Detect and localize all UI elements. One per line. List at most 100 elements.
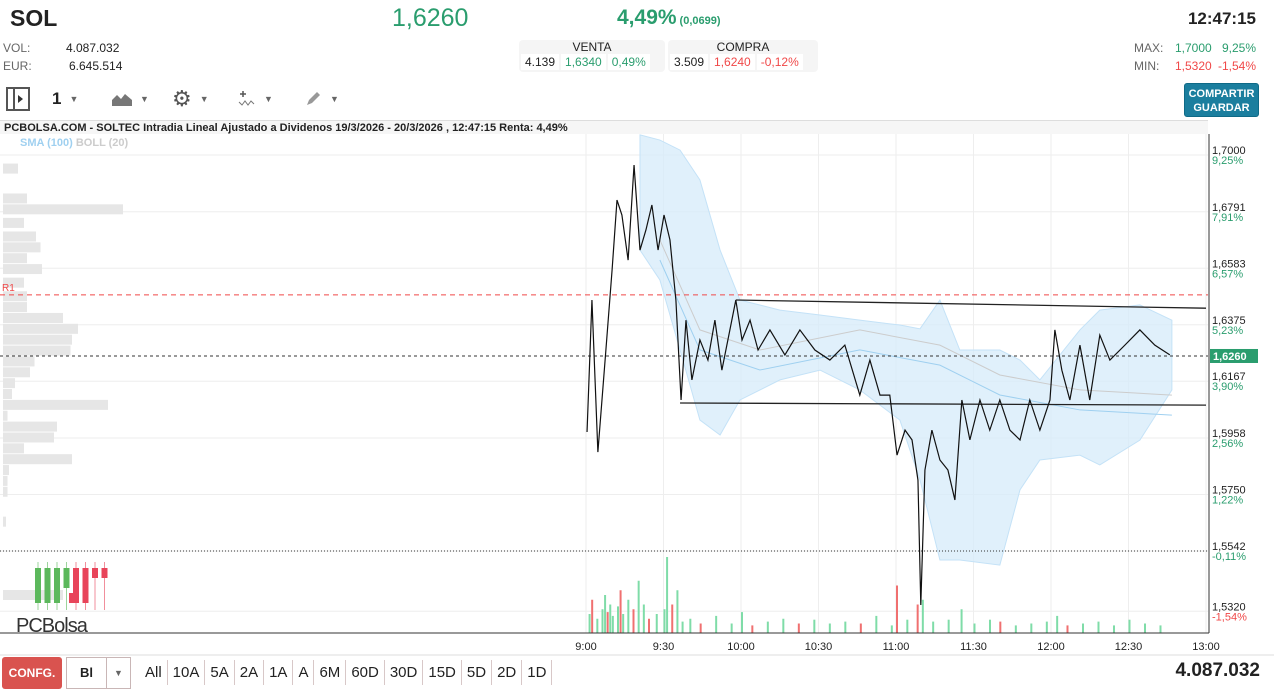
period-2d[interactable]: 2D — [492, 660, 523, 685]
boll-legend[interactable]: BOLL (20) — [75, 137, 129, 149]
period-10a[interactable]: 10A — [168, 660, 206, 685]
y-tick-label: 1,5958 — [1212, 428, 1246, 440]
period-30d[interactable]: 30D — [385, 660, 424, 685]
last-price-label: 1,6260 — [1213, 351, 1247, 363]
volume-profile-bar — [3, 242, 41, 253]
logo-candle — [82, 568, 89, 603]
period-a[interactable]: A — [293, 660, 315, 685]
volume-bar — [730, 623, 733, 633]
volume-bar — [1045, 621, 1048, 633]
volume-profile-bar — [3, 264, 42, 275]
y-tick-label: 1,7000 — [1212, 145, 1246, 157]
panel-toggle-icon — [6, 87, 30, 111]
volume-profile-bar — [3, 389, 12, 400]
y-tick-pct: 9,25% — [1212, 155, 1243, 167]
period-all[interactable]: All — [140, 660, 168, 685]
chart-style-select[interactable]: Bl ▼ — [66, 657, 131, 689]
volume-bar — [1097, 621, 1100, 633]
chart-type-dropdown[interactable]: ▼ — [112, 86, 149, 112]
volume-bar — [999, 621, 1002, 633]
logo-candle — [54, 568, 60, 603]
volume-bar — [676, 590, 679, 633]
volume-bar — [1159, 625, 1162, 633]
settings-dropdown[interactable]: ⚙ ▼ — [172, 86, 209, 112]
config-button[interactable]: CONFG. — [2, 657, 62, 689]
y-tick-pct: 7,91% — [1212, 212, 1243, 224]
volume-profile-bar — [3, 334, 72, 345]
sma-line — [659, 259, 1172, 416]
volume-bar — [859, 623, 862, 633]
x-tick-label: 11:30 — [960, 641, 987, 653]
period-1d[interactable]: 1D — [522, 660, 553, 685]
volume-bar — [689, 618, 692, 633]
chevron-down-icon[interactable]: ▼ — [106, 658, 130, 688]
chevron-down-icon: ▼ — [69, 94, 79, 104]
share-save-button[interactable]: COMPARTIR GUARDAR — [1184, 83, 1259, 117]
volume-bar — [666, 557, 669, 633]
volume-bar — [1066, 625, 1069, 633]
volume-profile-bar — [3, 421, 57, 432]
chart-style-value: Bl — [80, 665, 93, 680]
y-tick-pct: 1,22% — [1212, 495, 1243, 507]
period-1a[interactable]: 1A — [264, 660, 294, 685]
volume-bar — [632, 609, 635, 633]
gear-icon: ⚙ — [172, 86, 192, 111]
share-label: COMPARTIR — [1188, 88, 1255, 100]
interval-dropdown[interactable]: 1 ▼ — [52, 86, 78, 112]
max-pct: 9,25% — [1221, 41, 1256, 55]
eur-label: EUR: — [3, 59, 32, 73]
chevron-down-icon: ▼ — [264, 94, 273, 104]
volume-profile-bar — [3, 443, 24, 454]
logo-candle — [35, 568, 41, 603]
x-tick-label: 10:30 — [805, 641, 833, 653]
logo-candle — [63, 568, 70, 588]
period-6m[interactable]: 6M — [314, 660, 347, 685]
period-60d[interactable]: 60D — [346, 660, 385, 685]
volume-bar — [1143, 623, 1146, 633]
venta-pct: 0,49% — [607, 54, 650, 70]
sma-legend[interactable]: SMA (100) — [20, 137, 73, 149]
pencil-icon — [307, 92, 320, 105]
compra-price: 1,6240 — [710, 54, 755, 70]
trendline — [735, 299, 1207, 309]
logo-candle — [73, 568, 79, 603]
y-tick-label: 1,5542 — [1212, 541, 1246, 553]
volume-profile-bar — [3, 486, 8, 497]
volume-bar — [890, 625, 893, 633]
volume-bar — [947, 619, 950, 633]
change-percent: 4,49% (0,0699) — [617, 6, 721, 30]
period-5a[interactable]: 5A — [205, 660, 235, 685]
logo-text: PCBolsa — [16, 615, 89, 637]
x-tick-label: 11:00 — [883, 641, 910, 653]
period-15d[interactable]: 15D — [423, 660, 462, 685]
bollinger-band — [639, 134, 1173, 566]
logo-candle — [92, 568, 98, 578]
period-selector: All 10A 5A 2A 1A A 6M 60D 30D 15D 5D 2D 1D — [140, 660, 553, 685]
volume-bar — [797, 623, 800, 633]
period-2a[interactable]: 2A — [235, 660, 265, 685]
period-5d[interactable]: 5D — [462, 660, 493, 685]
volume-profile-bar — [3, 204, 123, 215]
drawing-tools-dropdown[interactable]: ▼ — [304, 86, 339, 112]
volume-bar — [647, 618, 650, 633]
chart-title: PCBOLSA.COM - SOLTEC Intradia Lineal Aju… — [0, 120, 1208, 134]
volume-bar — [895, 585, 898, 633]
price-line — [586, 165, 1171, 606]
volume-bar — [1128, 619, 1131, 633]
sidebar-toggle-button[interactable] — [6, 86, 30, 112]
y-tick-label: 1,6375 — [1212, 315, 1246, 327]
volume-profile-bar — [3, 253, 27, 264]
volume-bar — [715, 615, 718, 633]
volume-bar — [588, 614, 591, 633]
volume-profile-bar — [3, 163, 18, 174]
indicators-dropdown[interactable]: ▼ — [238, 86, 273, 112]
change-absolute: (0,0699) — [679, 15, 721, 27]
logo-candle — [44, 568, 51, 603]
volume-bar — [813, 619, 816, 633]
max-value: 1,7000 — [1175, 41, 1212, 55]
volume-bar — [960, 609, 963, 633]
volume-bar — [1030, 623, 1033, 633]
volume-bar — [875, 615, 878, 633]
volume-bar — [591, 599, 594, 633]
